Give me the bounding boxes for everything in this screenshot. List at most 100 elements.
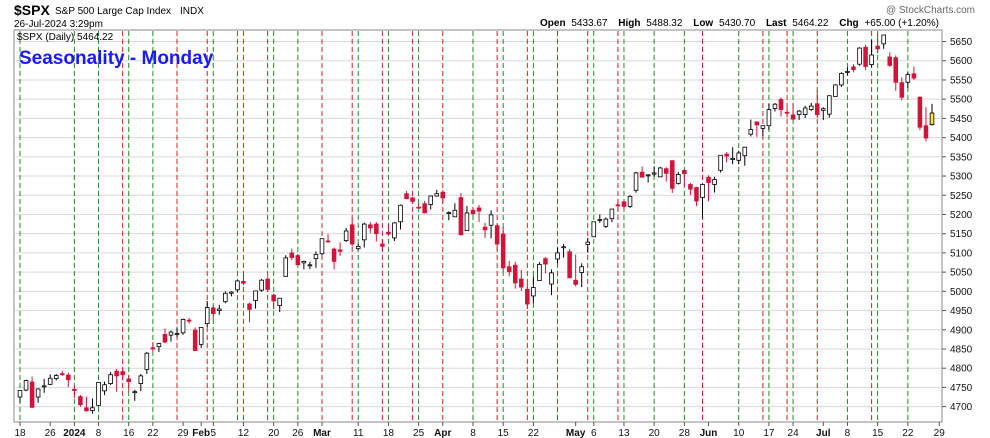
candle-body — [126, 378, 131, 383]
candle-body — [748, 129, 754, 135]
candle-body — [917, 96, 923, 128]
candle-body — [706, 176, 711, 183]
x-tick-label: 8 — [470, 428, 476, 438]
candle-body — [808, 105, 814, 110]
y-tick-label: 5250 — [950, 191, 973, 202]
y-tick-label: 5050 — [950, 268, 973, 279]
x-tick-label: 26 — [292, 428, 304, 438]
y-tick-label: 4850 — [950, 344, 973, 355]
candle-body — [23, 380, 29, 391]
candle-body — [609, 208, 615, 220]
candle-body — [543, 258, 548, 265]
candle-body — [96, 382, 101, 406]
y-tick-label: 4800 — [950, 364, 973, 375]
candle-body — [325, 240, 331, 243]
candle-body — [875, 45, 880, 50]
candle-body — [603, 218, 609, 227]
candle-body — [331, 248, 337, 262]
candle-body — [337, 249, 343, 252]
chg-label: Chg — [839, 18, 858, 29]
candle-body — [210, 307, 216, 315]
candle-body — [500, 233, 506, 269]
candle-body — [434, 193, 440, 197]
y-axis: 4700 4750 4800 4850 4900 4950 5000 5050 5100 5150… — [942, 37, 973, 413]
candle-body — [90, 407, 95, 411]
candle-body — [162, 333, 168, 343]
x-tick-label: 11 — [353, 428, 364, 438]
candle-body — [253, 290, 258, 301]
candle-body — [72, 388, 77, 391]
candle-body — [869, 54, 874, 65]
candle-body — [386, 231, 391, 235]
series-label: $SPX (Daily) 5464.22 — [17, 32, 114, 43]
candle-body — [591, 221, 597, 238]
x-tick-label: 8 — [845, 428, 851, 438]
y-tick-label: 5200 — [950, 210, 973, 221]
candle-body — [663, 168, 669, 174]
candle-body — [108, 374, 113, 384]
x-tick-label: 2024 — [63, 428, 86, 438]
chart-title: Seasonality - Monday — [19, 48, 214, 69]
high-label: High — [618, 18, 640, 29]
candle-body — [760, 125, 766, 129]
low-label: Low — [693, 18, 713, 29]
candle-body — [839, 73, 844, 86]
last-value: 5464.22 — [792, 18, 829, 29]
candle-body — [814, 103, 820, 115]
x-tick-label: 15 — [498, 428, 510, 438]
candle-body — [561, 246, 566, 249]
candle-body — [682, 169, 687, 175]
candle-body — [404, 193, 409, 200]
candle-body — [361, 223, 367, 241]
x-tick-label: 29 — [178, 428, 190, 438]
candle-body — [712, 179, 717, 185]
candle-body — [428, 195, 433, 205]
vertical-marker-layer — [19, 31, 909, 422]
candle-body — [512, 264, 518, 284]
x-tick-label: 15 — [872, 428, 884, 438]
candle-body — [41, 385, 47, 388]
candle-body — [307, 264, 313, 267]
candle-body — [198, 327, 204, 345]
ohlc-readout: Open 5433.67 High 5488.32 Low 5430.70 La… — [540, 18, 939, 29]
candle-body — [343, 230, 349, 242]
x-tick-label: 8 — [96, 428, 102, 438]
candle-body — [78, 396, 83, 406]
candle-body — [168, 331, 174, 336]
candle-body — [796, 110, 802, 115]
x-tick-label: Jul — [816, 428, 831, 438]
candle-body — [217, 308, 222, 311]
candle-body — [525, 289, 530, 305]
candle-body — [784, 111, 790, 114]
candle-body — [488, 214, 494, 226]
candle-body — [585, 241, 591, 245]
x-tick-label: 17 — [763, 428, 775, 438]
candle-body — [295, 255, 301, 266]
candle-body — [645, 174, 651, 177]
candle-body — [446, 212, 452, 214]
candle-body — [114, 370, 119, 377]
candle-body — [60, 373, 65, 376]
y-tick-label: 5150 — [950, 229, 973, 240]
x-tick-label: 28 — [679, 428, 691, 438]
x-tick-label: 18 — [14, 428, 26, 438]
candle-body — [718, 154, 723, 171]
candle-body — [132, 391, 138, 394]
candle-body — [772, 103, 778, 109]
candle-body — [156, 343, 162, 348]
candle-body — [204, 307, 210, 325]
y-tick-label: 5100 — [950, 248, 973, 259]
candle-body — [579, 266, 584, 273]
y-tick-label: 5500 — [950, 95, 973, 106]
candle-body — [845, 71, 850, 73]
x-tick-label: 22 — [528, 428, 540, 438]
candle-body — [440, 191, 446, 199]
x-tick-label: May — [566, 428, 586, 438]
candle-body — [633, 172, 639, 191]
candle-body — [17, 390, 23, 398]
candle-body — [555, 252, 560, 260]
x-tick-label: 10 — [733, 428, 745, 438]
candle-body — [887, 56, 892, 66]
candle-body — [349, 224, 355, 245]
candle-body — [398, 204, 403, 223]
